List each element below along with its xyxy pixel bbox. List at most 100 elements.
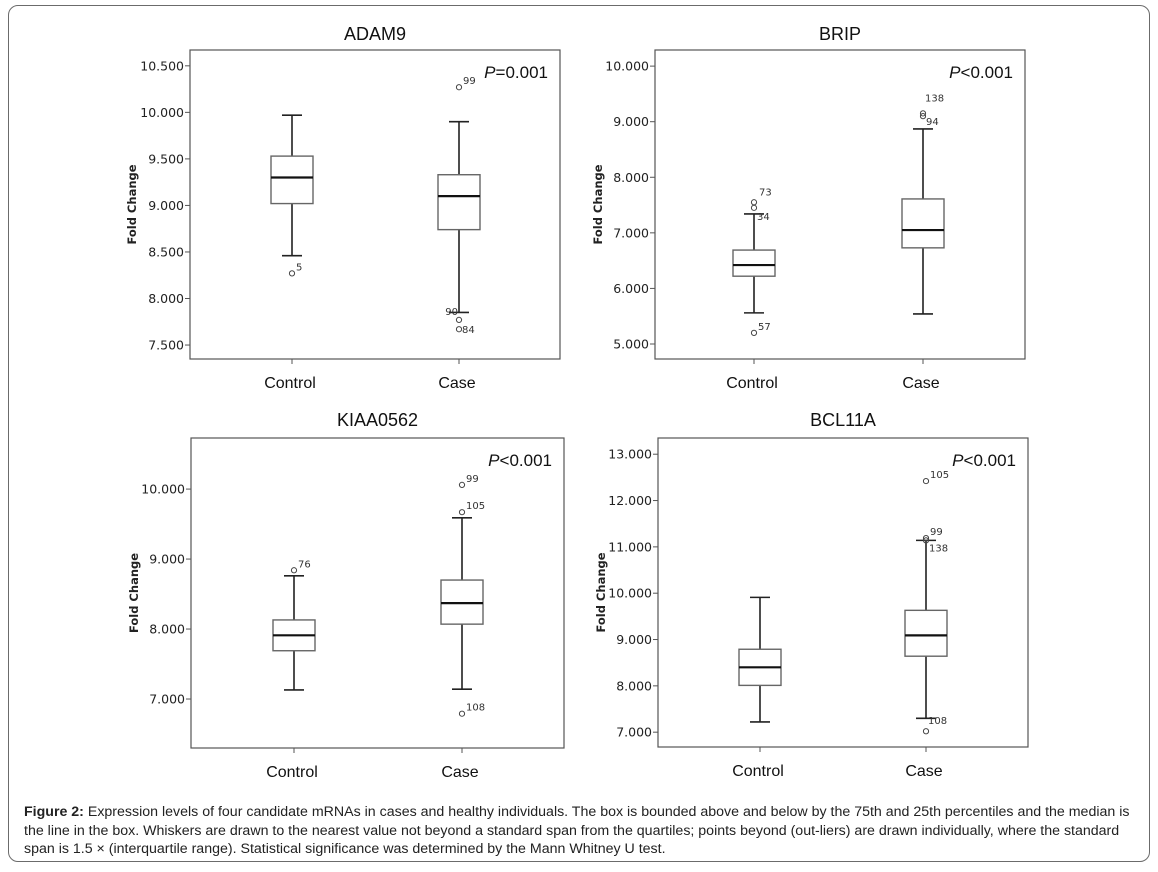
y-tick-label: 10.000 <box>608 586 652 601</box>
outlier-label: 99 <box>466 474 479 485</box>
figure-frame <box>8 5 1150 862</box>
outlier-point <box>750 199 758 206</box>
panel-bcl11a: BCL11A 7.000 8.000 9.000 10.000 11.000 12.000 1… <box>594 410 1029 780</box>
y-tick-label: 7.000 <box>613 225 649 240</box>
outlier-point <box>458 710 466 717</box>
y-tick-label: 8.000 <box>149 622 185 637</box>
outlier-label: 90 <box>445 307 458 318</box>
outlier-point <box>458 509 466 516</box>
chart-title: BRIP <box>819 24 861 44</box>
outlier-label: 108 <box>928 716 947 727</box>
outlier-label: 108 <box>466 703 485 714</box>
y-tick-label: 7.500 <box>148 338 184 353</box>
outlier-point <box>919 113 927 120</box>
y-axis-label: Fold Change <box>594 552 608 632</box>
caption-label: Figure 2: <box>24 804 84 820</box>
x-tick-label: Case <box>441 764 478 781</box>
outlier-point <box>288 270 296 277</box>
y-tick-label: 10.000 <box>140 105 184 120</box>
y-tick-label: 6.000 <box>613 281 649 296</box>
outlier-point <box>922 537 930 544</box>
p-symbol: P <box>484 63 496 82</box>
outlier-label: 138 <box>929 543 948 554</box>
box-case: 99 105 108 <box>440 474 485 717</box>
panel-adam9: ADAM9 7.500 8.000 8.500 9.000 9.500 10.000 10.5… <box>125 24 561 392</box>
x-tick-label: Control <box>732 763 784 780</box>
y-tick-label: 10.000 <box>141 482 185 497</box>
y-tick-label: 9.000 <box>148 198 184 213</box>
p-value-annotation: P<0.001 <box>952 451 1016 470</box>
box-control: 5 <box>270 114 314 277</box>
y-tick-label: 7.000 <box>149 692 185 707</box>
y-tick-label: 5.000 <box>613 336 649 351</box>
outlier-label: 57 <box>758 322 771 333</box>
y-axis-label: Fold Change <box>125 164 139 244</box>
chart-title: KIAA0562 <box>337 410 418 430</box>
panel-kiaa0562: KIAA0562 7.000 8.000 9.000 10.000 Fold Change… <box>127 410 565 781</box>
outlier-label: 99 <box>930 527 943 538</box>
chart-title: BCL11A <box>810 410 876 430</box>
outlier-point <box>455 84 463 91</box>
y-tick-label: 8.000 <box>613 170 649 185</box>
outlier-label: 34 <box>757 212 770 223</box>
outlier-point <box>922 477 930 485</box>
outlier-label: 99 <box>463 76 476 87</box>
box-case: 138 94 <box>901 93 945 315</box>
y-axis-label: Fold Change <box>591 164 605 244</box>
iqr-box <box>904 609 948 657</box>
box-control <box>738 596 782 723</box>
chart-title: ADAM9 <box>344 24 406 44</box>
y-tick-label: 8.000 <box>616 678 652 693</box>
p-value-annotation: P=0.001 <box>484 63 548 82</box>
y-tick-label: 9.000 <box>149 552 185 567</box>
x-tick-label: Case <box>905 763 942 780</box>
plot-area <box>189 49 561 360</box>
plot-area <box>190 437 565 749</box>
outlier-label: 94 <box>926 117 939 128</box>
y-tick-label: 13.000 <box>608 447 652 462</box>
outlier-point <box>458 481 466 488</box>
box-control: 76 <box>272 559 316 691</box>
y-tick-label: 9.500 <box>148 151 184 166</box>
outlier-point <box>455 316 463 324</box>
p-symbol: P <box>952 451 964 470</box>
y-tick-label: 8.000 <box>148 291 184 306</box>
iqr-box <box>901 198 945 249</box>
outlier-point <box>922 534 930 542</box>
outlier-label: 105 <box>466 501 485 512</box>
y-axis-label: Fold Change <box>127 553 141 633</box>
figure-caption: Figure 2: Expression levels of four cand… <box>24 803 1144 859</box>
p-value-annotation: P<0.001 <box>488 451 552 470</box>
outlier-label: 84 <box>462 325 475 336</box>
y-tick-label: 9.000 <box>616 632 652 647</box>
outlier-label: 5 <box>296 262 302 273</box>
plot-area <box>654 49 1026 360</box>
x-tick-label: Case <box>902 375 939 392</box>
iqr-box <box>437 174 481 231</box>
caption-text: Expression levels of four candidate mRNA… <box>24 804 1130 857</box>
iqr-box <box>270 155 314 205</box>
box-case: 99 90 84 <box>437 76 481 336</box>
x-tick-label: Control <box>726 375 778 392</box>
p-value-annotation: P<0.001 <box>949 63 1013 82</box>
panel-brip: BRIP 5.000 6.000 7.000 8.000 9.000 10.000 Fold … <box>591 24 1026 392</box>
y-tick-label: 8.500 <box>148 244 184 259</box>
outlier-label: 138 <box>925 93 944 104</box>
y-tick-label: 9.000 <box>613 114 649 129</box>
plot-area <box>657 437 1029 748</box>
y-tick-label: 10.500 <box>140 58 184 73</box>
y-tick-label: 12.000 <box>608 493 652 508</box>
figure-panels: ADAM9 7.500 8.000 8.500 9.000 9.500 10.000 10.5… <box>125 24 1029 781</box>
outlier-point <box>455 326 463 333</box>
p-symbol: P <box>488 451 500 470</box>
p-value-text: <0.001 <box>964 451 1016 470</box>
outlier-point <box>750 329 758 336</box>
outlier-label: 105 <box>930 470 949 481</box>
p-value-text: <0.001 <box>961 63 1013 82</box>
outlier-label: 76 <box>298 559 311 570</box>
p-value-text: <0.001 <box>500 451 552 470</box>
box-case: 105 99 138 108 <box>904 470 949 735</box>
outlier-point <box>919 110 927 117</box>
box-control: 73 34 57 <box>732 187 776 336</box>
outlier-point <box>290 567 298 574</box>
